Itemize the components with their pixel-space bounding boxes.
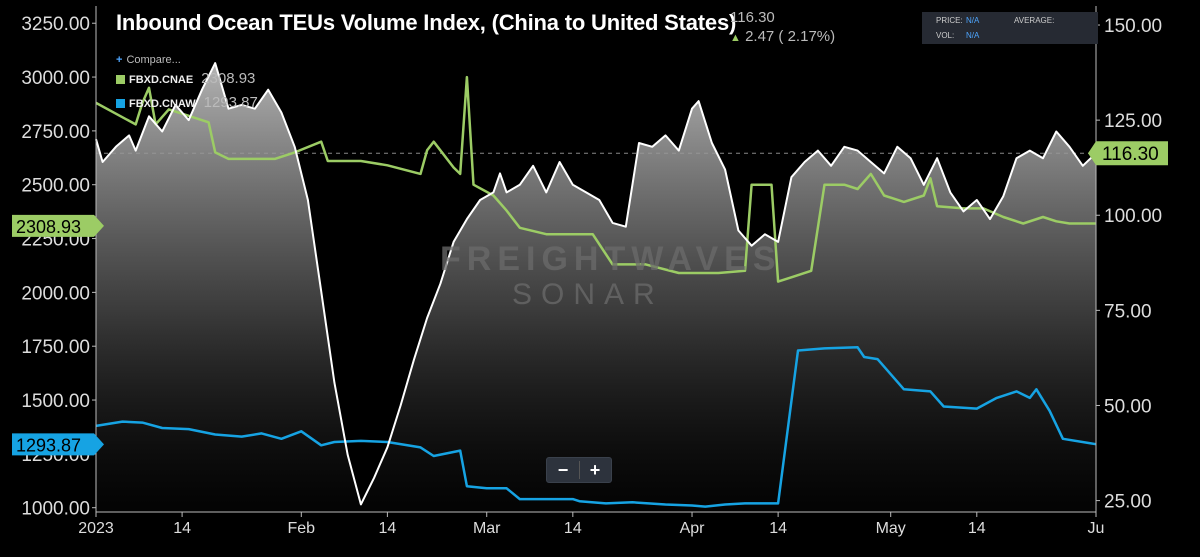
price-value: N/A (966, 16, 980, 25)
compare-label: Compare... (126, 54, 181, 66)
left-tick-label: 2750.00 (21, 122, 90, 143)
last-label-cnae-bg (12, 214, 104, 237)
info-box: PRICE: N/A AVERAGE: VOL: N/A (922, 12, 1098, 44)
left-tick-label: 1000.00 (21, 499, 90, 520)
compare-button[interactable]: + Compare... (116, 54, 181, 66)
zoom-out-button[interactable]: − (547, 458, 579, 482)
legend-swatch-cnae (116, 75, 125, 84)
index-area (96, 63, 1096, 512)
header-value: 116.30 (730, 9, 775, 26)
last-label-cnaw: 1293.87 (12, 433, 104, 456)
last-label-index-bg (1088, 141, 1168, 166)
plus-icon: + (116, 54, 123, 66)
x-tick-label: Mar (473, 520, 501, 537)
legend-value-cnae: 2308.93 (201, 70, 256, 87)
legend-label-cnae: FBXD.CNAE (129, 74, 194, 86)
last-label-index: 116.30 (1088, 141, 1168, 166)
x-tick-label: Feb (288, 520, 316, 537)
legend-item-cnae[interactable]: FBXD.CNAE 2308.93 (116, 70, 255, 87)
right-tick-label: 50.00 (1104, 396, 1152, 417)
zoom-control: − + (546, 457, 612, 483)
left-tick-label: 2000.00 (21, 283, 90, 304)
right-tick-label: 100.00 (1104, 206, 1162, 227)
left-tick-label: 3250.00 (21, 14, 90, 35)
average-label: AVERAGE: (1014, 16, 1055, 25)
left-tick-label: 1500.00 (21, 391, 90, 412)
chart-title: Inbound Ocean TEUs Volume Index, (China … (116, 10, 737, 35)
legend-value-cnaw: 1293.87 (203, 94, 258, 111)
header-change-text: 2.47 ( 2.17%) (745, 28, 836, 45)
series-line-index (95, 62, 1097, 506)
zoom-in-button[interactable]: + (579, 458, 611, 482)
last-label-cnae-text: 2308.93 (16, 217, 81, 237)
up-arrow-icon: ▲ (730, 32, 741, 44)
vol-label: VOL: (936, 31, 955, 40)
x-tick-label: 14 (378, 520, 396, 537)
last-label-cnae: 2308.93 (12, 214, 104, 237)
watermark-sonar: SONAR (512, 278, 664, 311)
last-label-cnaw-bg (12, 433, 104, 456)
right-tick-label: 125.00 (1104, 111, 1162, 132)
price-label: PRICE: (936, 16, 963, 25)
header-change: ▲ 2.47 ( 2.17%) (730, 28, 835, 45)
vol-value: N/A (966, 31, 980, 40)
x-tick-label: 14 (173, 520, 191, 537)
x-tick-label: Ju (1088, 520, 1105, 537)
series-line-fbxd-cnaw (95, 346, 1097, 508)
x-tick-label: 14 (968, 520, 986, 537)
last-label-index-text: 116.30 (1102, 144, 1159, 165)
x-tick-label: 14 (769, 520, 787, 537)
last-label-cnaw-text: 1293.87 (16, 435, 81, 455)
legend-item-cnaw[interactable]: FBXD.CNAW 1293.87 (116, 94, 258, 111)
legend-label-cnaw: FBXD.CNAW (129, 98, 196, 110)
series-area-index (96, 63, 1096, 512)
watermark-freightwaves: FREIGHTWAVES (440, 240, 782, 278)
zoom-divider (579, 461, 580, 479)
series-lines (95, 62, 1097, 508)
right-tick-label: 150.00 (1104, 16, 1162, 37)
x-tick-label: 14 (564, 520, 582, 537)
left-tick-label: 2500.00 (21, 176, 90, 197)
right-tick-label: 25.00 (1104, 492, 1152, 513)
left-tick-label: 3000.00 (21, 68, 90, 89)
x-tick-label: 2023 (78, 520, 114, 537)
right-tick-label: 75.00 (1104, 301, 1152, 322)
left-tick-label: 1750.00 (21, 337, 90, 358)
x-tick-label: Apr (680, 520, 706, 537)
legend-swatch-cnaw (116, 99, 125, 108)
x-tick-label: May (876, 520, 906, 537)
series-line-fbxd-cnae (95, 75, 1096, 283)
axes: 1000.001250.001500.001750.002000.002250.… (12, 6, 1168, 537)
